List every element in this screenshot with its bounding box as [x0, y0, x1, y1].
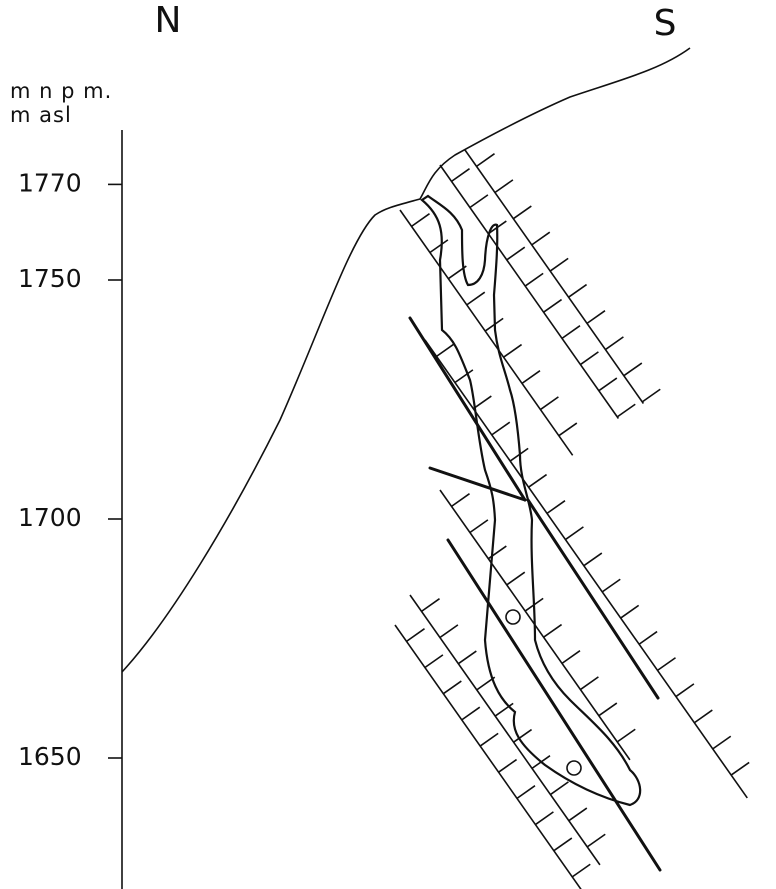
ore-body	[420, 194, 642, 807]
bed-tick	[564, 526, 584, 541]
tick-label: 1770	[18, 168, 82, 197]
bed-tick	[528, 473, 548, 488]
bed-tick	[479, 732, 499, 747]
tick-label: 1700	[18, 503, 82, 532]
bed-tick	[451, 168, 470, 183]
bed-tick	[498, 758, 518, 773]
bed-tick	[579, 351, 599, 366]
bed-tick	[516, 785, 536, 800]
bed-tick	[620, 604, 640, 619]
bed-tick	[558, 422, 578, 437]
bed-tick	[598, 377, 618, 392]
bed-tick	[476, 153, 495, 168]
bed-tick	[539, 396, 559, 411]
sample-point	[505, 609, 521, 625]
bed-tick	[451, 493, 470, 508]
bed-tick	[472, 395, 492, 410]
bedding	[394, 149, 750, 889]
bed-line	[409, 594, 601, 866]
bed-tick	[568, 283, 588, 298]
tick-label: 1650	[18, 742, 82, 771]
bed-tick	[512, 205, 532, 220]
bed-tick	[466, 291, 486, 306]
south-label: S	[654, 3, 677, 44]
bed-tick	[693, 709, 713, 724]
bed-tick	[421, 598, 440, 613]
north-label: N	[155, 0, 182, 41]
bed-tick	[568, 807, 588, 822]
bed-tick	[598, 702, 618, 717]
bed-tick	[586, 310, 606, 325]
sample-point	[566, 760, 582, 776]
bed-line	[399, 209, 574, 456]
bed-tick	[454, 369, 474, 384]
faults	[408, 316, 662, 872]
bed-tick	[531, 231, 551, 246]
bed-line	[439, 164, 620, 419]
bed-tick	[604, 336, 624, 351]
tick-label: 1750	[18, 264, 82, 293]
bed-tick	[457, 650, 477, 665]
bed-tick	[506, 246, 526, 261]
bed-tick	[469, 519, 489, 534]
bed-tick	[675, 683, 695, 698]
bed-tick	[521, 370, 541, 385]
bed-tick	[583, 552, 603, 567]
bed-tick	[616, 728, 636, 743]
bed-tick	[491, 421, 511, 436]
bed-tick	[406, 628, 425, 643]
bed-tick	[730, 761, 750, 776]
bed-line	[424, 339, 748, 799]
bed-tick	[561, 325, 581, 340]
bed-tick	[494, 702, 514, 717]
bed-tick	[601, 578, 621, 593]
bed-tick	[623, 362, 643, 377]
surface	[121, 47, 691, 673]
bed-tick	[546, 500, 566, 515]
unit-label: m n p m.	[10, 79, 112, 103]
bed-tick	[506, 571, 526, 586]
bed-tick	[586, 833, 606, 848]
bed-line	[464, 149, 645, 404]
bed-tick	[494, 179, 514, 194]
bed-tick	[439, 624, 459, 639]
bed-tick	[616, 403, 636, 418]
bed-tick	[549, 257, 569, 272]
bed-tick	[429, 239, 449, 254]
bed-tick	[469, 194, 489, 209]
bed-tick	[641, 388, 661, 403]
bed-tick	[543, 298, 563, 313]
bed-tick	[442, 680, 462, 695]
bed-tick	[503, 343, 523, 358]
bed-tick	[549, 781, 569, 796]
bed-tick	[571, 863, 591, 878]
bed-tick	[553, 837, 573, 852]
bed-tick	[657, 657, 676, 672]
bed-tick	[638, 630, 658, 645]
bed-tick	[461, 706, 481, 721]
bed-tick	[411, 213, 430, 228]
bed-tick	[712, 735, 732, 750]
bed-tick	[534, 811, 554, 826]
bed-tick	[543, 623, 563, 638]
bed-tick	[436, 343, 455, 358]
bed-tick	[524, 272, 544, 287]
bed-tick	[561, 650, 581, 665]
unit-label: m asl	[10, 103, 72, 127]
bed-tick	[424, 654, 444, 669]
bed-tick	[513, 728, 533, 743]
bed-tick	[579, 676, 599, 691]
bed-line	[394, 624, 582, 889]
